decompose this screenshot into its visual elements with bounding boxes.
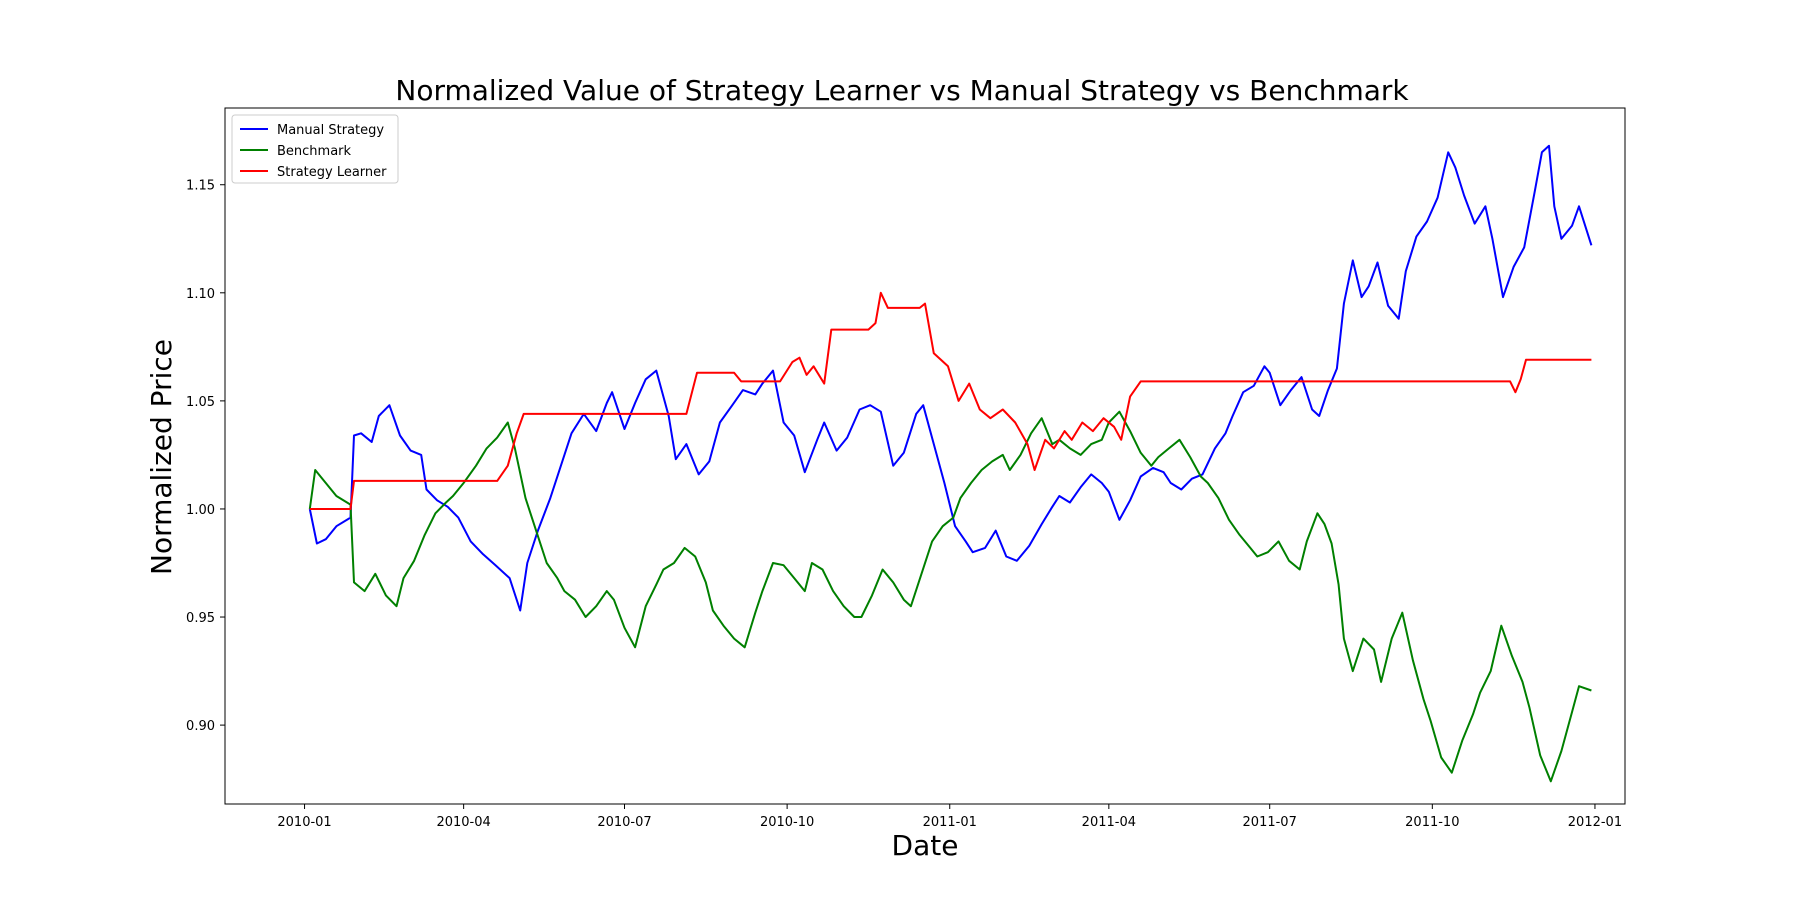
x-tick-label: 2012-01	[1568, 815, 1622, 830]
y-tick-label: 1.15	[186, 179, 215, 194]
x-tick-label: 2011-07	[1243, 815, 1297, 830]
series-line-manual-strategy	[308, 144, 1593, 612]
y-tick-label: 1.05	[186, 395, 215, 410]
legend-label: Manual Strategy	[277, 123, 384, 138]
legend: Manual Strategy Benchmark Strategy Learner	[231, 114, 399, 184]
plot-frame	[224, 107, 1626, 805]
x-tick-label: 2010-01	[277, 815, 331, 830]
x-tick-label: 2011-04	[1082, 815, 1136, 830]
legend-label: Benchmark	[277, 144, 352, 159]
y-axis-ticks: 0.90 0.95 1.00 1.05 1.10 1.15	[186, 179, 225, 734]
series-line-benchmark	[308, 410, 1592, 783]
y-tick-label: 0.90	[186, 719, 215, 734]
x-tick-label: 2010-10	[760, 815, 814, 830]
y-tick-label: 1.00	[186, 503, 215, 518]
x-tick-label: 2011-10	[1405, 815, 1459, 830]
y-tick-label: 1.10	[186, 287, 215, 302]
legend-label: Strategy Learner	[277, 165, 387, 180]
x-tick-label: 2010-04	[436, 815, 490, 830]
x-tick-label: 2011-01	[923, 815, 977, 830]
chart-title: Normalized Value of Strategy Learner vs …	[395, 74, 1409, 107]
x-axis-ticks: 2010-01 2010-04 2010-07 2010-10 2011-01 2011-…	[277, 804, 1622, 830]
plot-lines	[308, 144, 1593, 783]
y-tick-label: 0.95	[186, 611, 215, 626]
series-line-strategy-learner	[309, 291, 1592, 510]
y-axis-title: Normalized Price	[145, 339, 178, 575]
legend-box	[231, 114, 399, 184]
x-tick-label: 2010-07	[597, 815, 651, 830]
x-axis-title: Date	[892, 829, 959, 862]
